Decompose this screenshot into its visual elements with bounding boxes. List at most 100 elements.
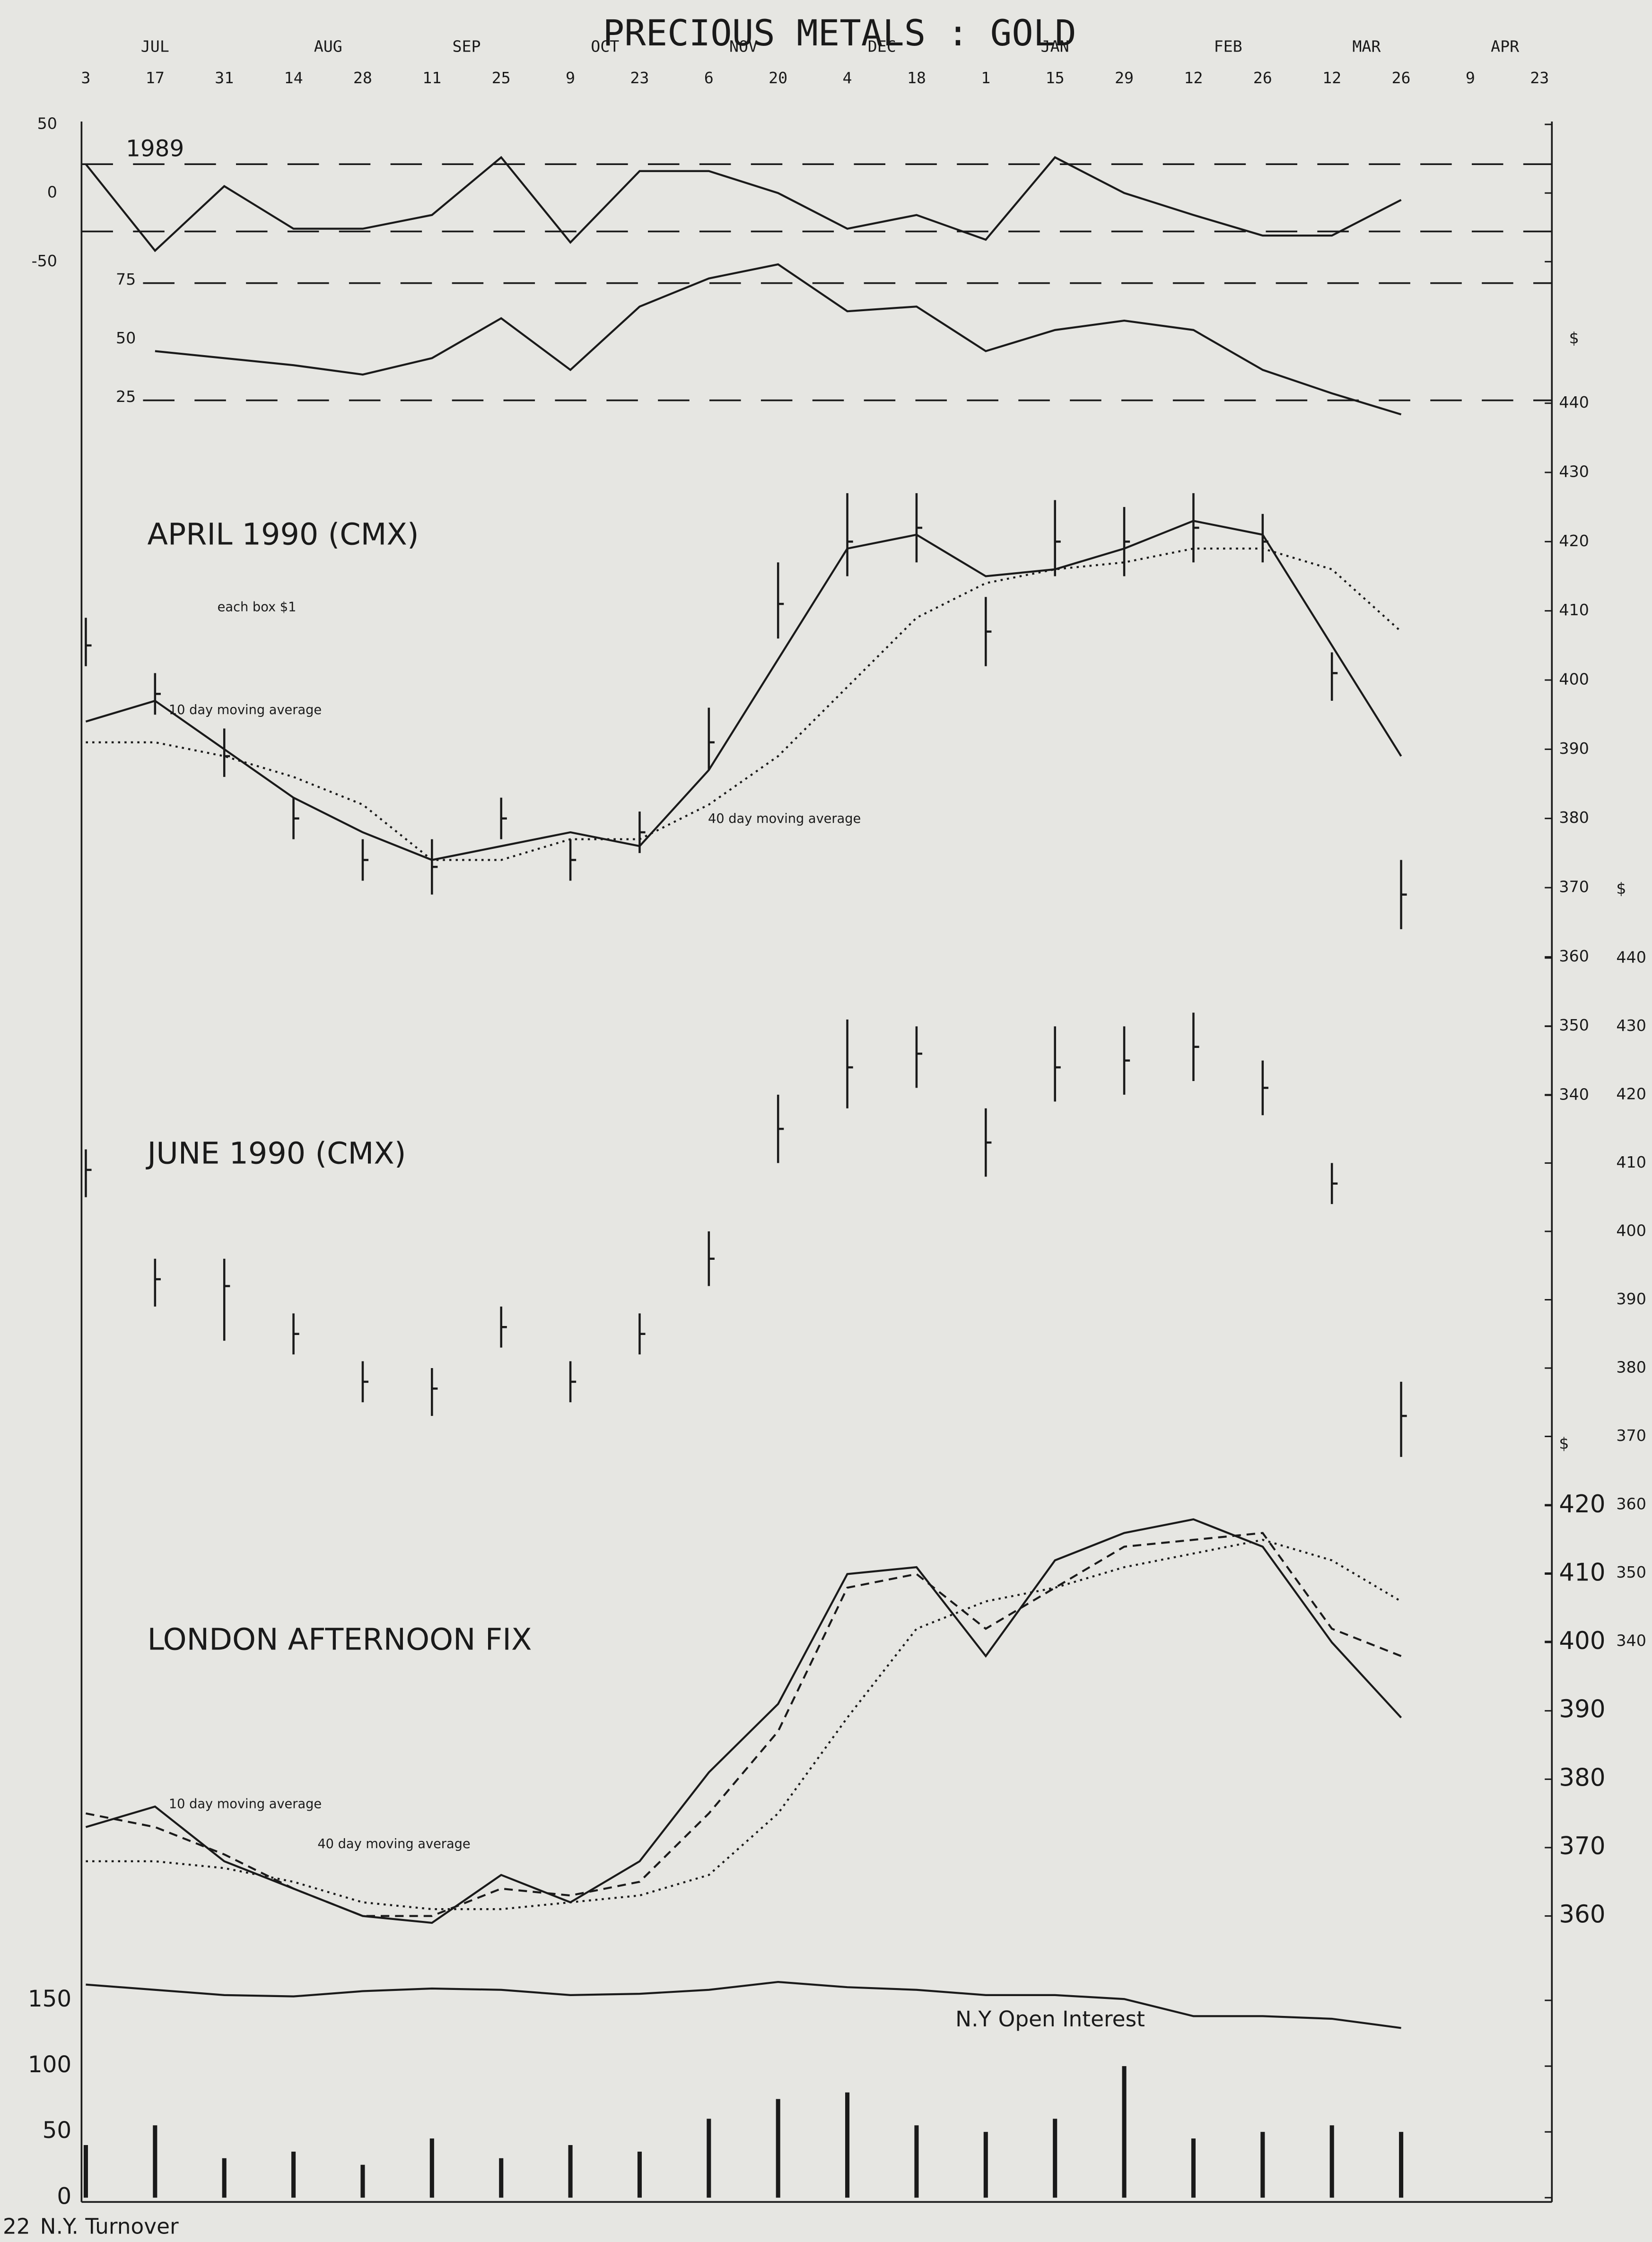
x-tick-label: 4	[843, 69, 852, 87]
series-label: 10 day moving average	[169, 703, 322, 717]
subtitle: 1989	[126, 135, 184, 162]
x-tick-label: 20	[769, 69, 787, 87]
y-tick-label: 440	[1616, 948, 1646, 966]
x-tick-label: 12	[1322, 69, 1341, 87]
bar	[983, 2132, 988, 2198]
x-tick-label: 9	[1466, 69, 1475, 87]
bar	[914, 2125, 919, 2198]
y-tick-label: 430	[1559, 462, 1589, 480]
x-tick-label: 9	[566, 69, 575, 87]
x-tick-label: 23	[1530, 69, 1549, 87]
bar	[499, 2158, 504, 2198]
x-tick-label: 28	[353, 69, 372, 87]
bar	[222, 2158, 227, 2198]
y-tick-label: 50	[37, 114, 57, 133]
x-tick-label: 15	[1046, 69, 1065, 87]
y-tick-label: 370	[1559, 878, 1589, 896]
series-label: 40 day moving average	[317, 1837, 470, 1851]
bar	[153, 2125, 157, 2198]
y-tick-label: -50	[32, 252, 57, 270]
y-tick-label: 0	[47, 183, 57, 201]
panel-title: LONDON AFTERNOON FIX	[147, 1622, 532, 1657]
x-tick-label: 26	[1253, 69, 1272, 87]
month-label: NOV	[729, 37, 758, 55]
y-tick-label: 430	[1616, 1016, 1646, 1035]
x-tick-label: 3	[81, 69, 90, 87]
series-label: 10 day moving average	[169, 1797, 322, 1811]
bar	[1260, 2132, 1265, 2198]
bar	[291, 2151, 296, 2198]
x-tick-label: 17	[146, 69, 165, 87]
y-tick-label: 350	[1616, 1563, 1646, 1581]
series-label: 40 day moving average	[708, 811, 861, 826]
y-tick-label: 390	[1559, 1695, 1605, 1724]
y-tick-label: 340	[1559, 1085, 1589, 1104]
y-tick-label: 400	[1616, 1221, 1646, 1239]
y-tick-label: 410	[1616, 1153, 1646, 1171]
y-tick-label: 410	[1559, 601, 1589, 619]
bar	[1053, 2119, 1058, 2198]
y-tick-label: 350	[1559, 1016, 1589, 1034]
x-tick-label: 1	[981, 69, 990, 87]
series-line	[85, 520, 1402, 861]
y-tick-label: 360	[1559, 947, 1589, 965]
y-tick-label: 380	[1616, 1358, 1646, 1376]
bar	[1329, 2125, 1334, 2198]
y-tick-label: 440	[1559, 393, 1589, 411]
x-tick-label: 12	[1184, 69, 1203, 87]
y-tick-label: 0	[57, 2183, 71, 2209]
series-label: N.Y Open Interest	[955, 2006, 1145, 2032]
y-tick-label: 380	[1559, 1763, 1605, 1792]
y-tick-label: 340	[1616, 1631, 1646, 1650]
annotation: each box $1	[218, 600, 297, 615]
series-line	[85, 1518, 1402, 1924]
bar	[1399, 2132, 1404, 2198]
y-tick-label: 390	[1559, 739, 1589, 758]
month-label: JUL	[141, 37, 169, 55]
y2-tick-label: 25	[116, 387, 136, 406]
y2-tick-label: 50	[116, 329, 136, 347]
bar	[429, 2138, 434, 2198]
y-axis-label: $	[1616, 879, 1626, 898]
month-label: APR	[1491, 37, 1520, 55]
series-line	[86, 1532, 1402, 1917]
bar	[637, 2151, 642, 2198]
y-tick-label: 420	[1559, 532, 1589, 550]
x-tick-label: 29	[1115, 69, 1134, 87]
x-tick-label: 14	[284, 69, 303, 87]
x-tick-label: 6	[704, 69, 714, 87]
month-label: MAR	[1352, 37, 1381, 55]
y-tick-label: 400	[1559, 670, 1589, 689]
y-tick-label: 380	[1559, 808, 1589, 827]
y-tick-label: 50	[43, 2117, 72, 2144]
month-label: OCT	[591, 37, 619, 55]
panel-title: APRIL 1990 (CMX)	[147, 516, 419, 551]
chart-title: PRECIOUS METALS : GOLD	[603, 12, 1076, 54]
bar	[360, 2164, 365, 2198]
y-tick-label: 100	[28, 2051, 71, 2078]
series-label: N.Y. Turnover	[40, 2214, 179, 2239]
bar	[568, 2145, 573, 2198]
y-tick-label: 400	[1559, 1627, 1605, 1655]
y-axis-label: $	[1559, 1434, 1569, 1452]
y-tick-label: 420	[1616, 1084, 1646, 1103]
month-label: JAN	[1041, 37, 1069, 55]
series-line	[86, 1538, 1402, 1910]
bar	[845, 2092, 850, 2198]
page-number: 22	[3, 2214, 30, 2239]
y-tick-label: 360	[1616, 1495, 1646, 1513]
month-label: FEB	[1214, 37, 1242, 55]
month-label: SEP	[452, 37, 481, 55]
x-tick-label: 25	[492, 69, 511, 87]
y-tick-label: 410	[1559, 1558, 1605, 1587]
series-line	[86, 1980, 1401, 2029]
y-tick-label: 420	[1559, 1490, 1605, 1518]
y-tick-label: 390	[1616, 1290, 1646, 1308]
month-label: AUG	[314, 37, 342, 55]
y-tick-label: 360	[1559, 1901, 1605, 1929]
x-tick-label: 31	[215, 69, 234, 87]
y-tick-label: 370	[1616, 1426, 1646, 1445]
y-axis-label: $	[1569, 329, 1579, 347]
